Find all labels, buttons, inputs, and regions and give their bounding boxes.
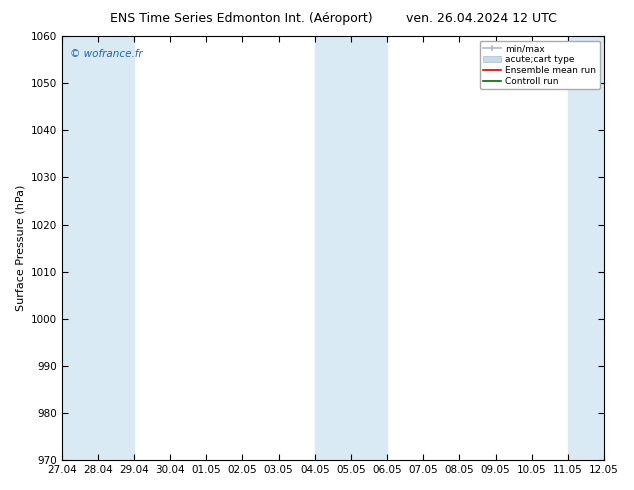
Text: © wofrance.fr: © wofrance.fr <box>70 49 143 59</box>
Bar <box>568 36 604 460</box>
Bar <box>315 36 351 460</box>
Text: ven. 26.04.2024 12 UTC: ven. 26.04.2024 12 UTC <box>406 12 557 25</box>
Y-axis label: Surface Pressure (hPa): Surface Pressure (hPa) <box>15 185 25 311</box>
Legend: min/max, acute;cart type, Ensemble mean run, Controll run: min/max, acute;cart type, Ensemble mean … <box>480 41 600 89</box>
Bar <box>98 36 134 460</box>
Bar <box>351 36 387 460</box>
Bar <box>61 36 98 460</box>
Text: ENS Time Series Edmonton Int. (Aéroport): ENS Time Series Edmonton Int. (Aéroport) <box>110 12 372 25</box>
